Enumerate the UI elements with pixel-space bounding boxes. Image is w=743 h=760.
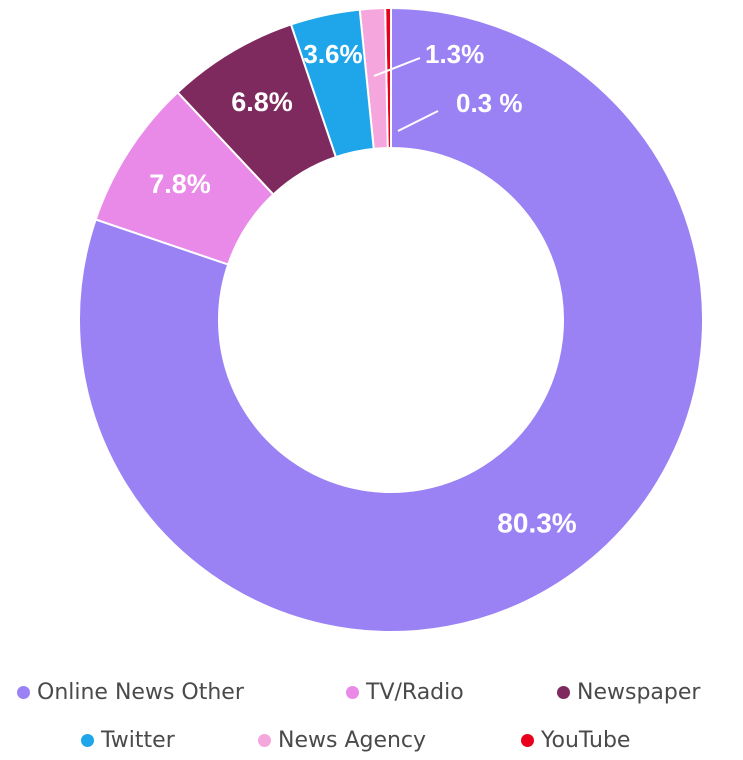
legend-item-tv-radio: TV/Radio (346, 672, 464, 712)
legend-swatch-twitter (81, 733, 94, 747)
slice-label-tv-radio: 7.8% (149, 169, 211, 199)
legend-swatch-youtube (521, 733, 534, 747)
slice-label-youtube: 0.3 % (456, 88, 523, 118)
legend-item-online-news-other: Online News Other (17, 672, 244, 712)
legend-item-newspaper: Newspaper (557, 672, 700, 712)
legend-swatch-newspaper (557, 685, 570, 699)
slice-label-online-news-other: 80.3% (497, 507, 576, 538)
legend-swatch-online-news-other (17, 685, 30, 699)
donut-chart-svg: 0.3 % 1.3% 3.6% 6.8% 7.8% 80.3% (78, 6, 704, 633)
legend-label-youtube: YouTube (541, 727, 631, 753)
slices-group (78, 6, 704, 633)
legend-row-1: Online News Other TV/Radio Newspaper (0, 672, 743, 712)
slice-online-news-other (78, 6, 704, 633)
legend-item-twitter: Twitter (81, 720, 175, 760)
leader-line-youtube (397, 110, 439, 132)
legend-label-news-agency: News Agency (278, 727, 427, 753)
legend-label-newspaper: Newspaper (577, 679, 701, 705)
legend-swatch-tv-radio (346, 685, 359, 699)
legend-item-youtube: YouTube (521, 720, 630, 760)
legend-swatch-news-agency (258, 733, 271, 747)
slice-label-news-agency: 1.3% (425, 39, 484, 69)
leader-lines-group (373, 57, 439, 132)
legend-label-twitter: Twitter (101, 727, 175, 753)
slice-labels-group: 0.3 % 1.3% 3.6% 6.8% 7.8% 80.3% (149, 39, 577, 539)
slice-label-newspaper: 6.8% (231, 87, 293, 117)
legend-item-news-agency: News Agency (258, 720, 426, 760)
legend-label-tv-radio: TV/Radio (366, 679, 464, 705)
legend-row-2: Twitter News Agency YouTube (0, 720, 743, 760)
slice-label-twitter: 3.6% (303, 39, 362, 69)
leader-line-news-agency (373, 57, 421, 77)
legend-label-online-news-other: Online News Other (37, 679, 244, 705)
